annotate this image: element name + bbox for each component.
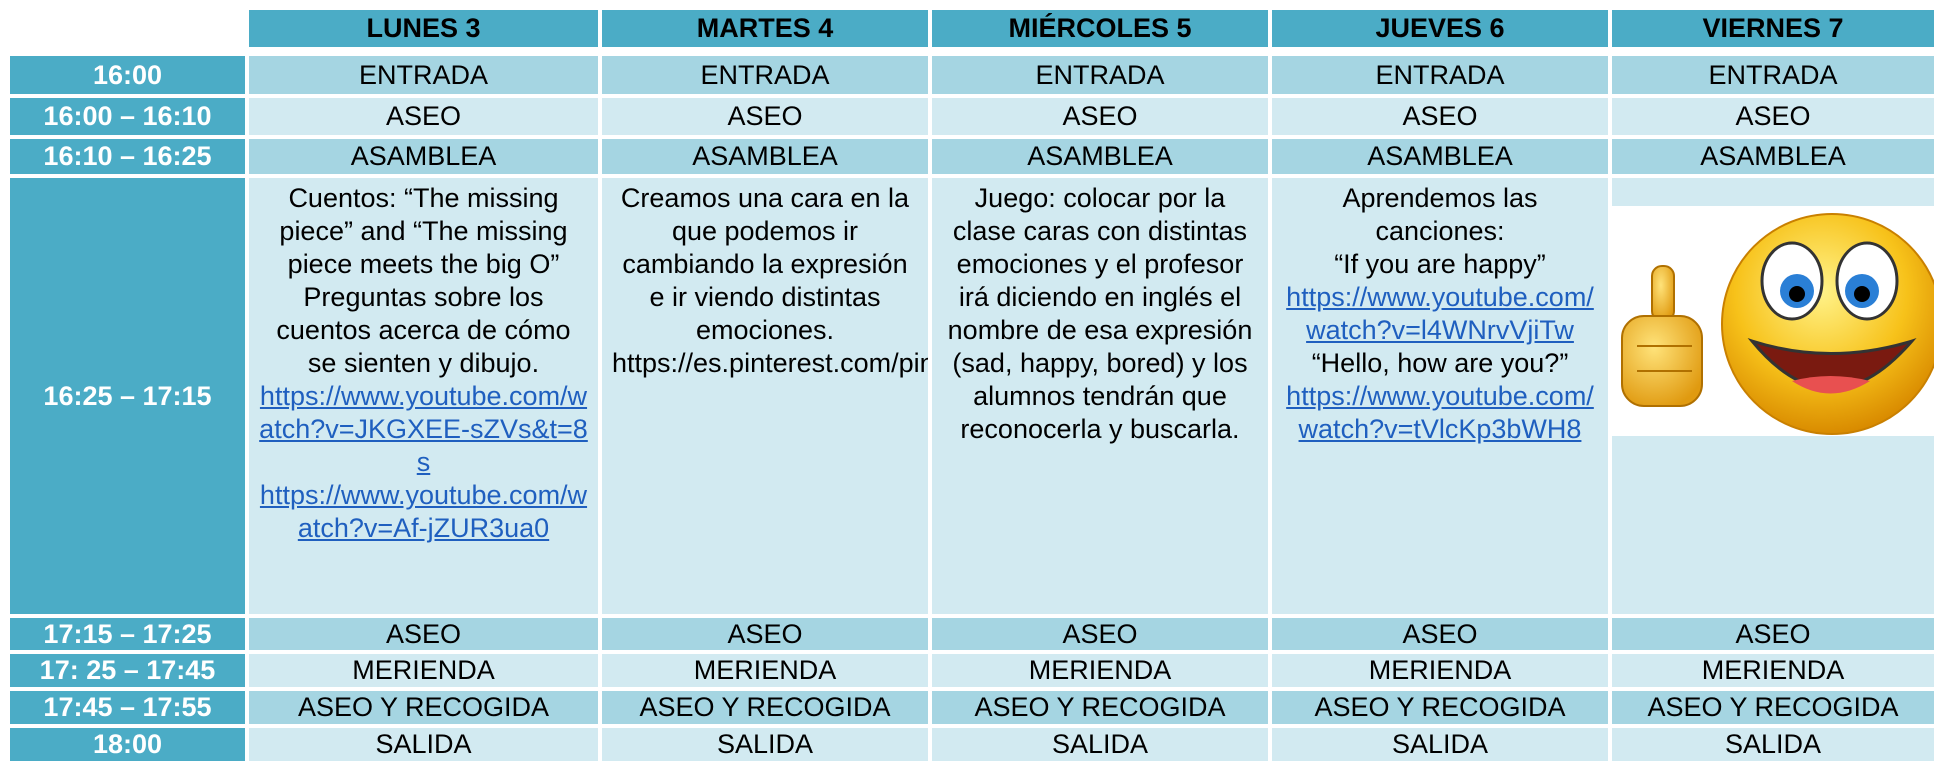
link[interactable]: https://www.youtube.com/watch?v=JKGXEE-s… xyxy=(259,381,588,477)
activity-cell: SALIDA xyxy=(1272,728,1608,761)
activity-cell: Juego: colocar por la clase caras con di… xyxy=(932,178,1268,614)
activity-cell: ASEO xyxy=(932,98,1268,135)
activity-cell: MERIENDA xyxy=(1612,654,1934,687)
activity-cell: ENTRADA xyxy=(1612,56,1934,94)
smiley-cell xyxy=(1612,178,1934,614)
text: “If you are happy” xyxy=(1334,249,1546,279)
activity-cell: ASAMBLEA xyxy=(932,139,1268,174)
activity-cell: ASEO Y RECOGIDA xyxy=(1612,691,1934,724)
activity-cell: ASEO Y RECOGIDA xyxy=(249,691,598,724)
text: “Hello, how are you?” xyxy=(1311,348,1569,378)
activity-cell: ASAMBLEA xyxy=(602,139,928,174)
text: Juego: colocar por la clase caras con di… xyxy=(947,183,1253,444)
activity-text: Juego: colocar por la clase caras con di… xyxy=(942,182,1258,446)
corner-cell xyxy=(10,10,245,47)
activity-cell: ASEO xyxy=(1272,618,1608,650)
time-cell: 16:00 – 16:10 xyxy=(10,98,245,135)
time-cell: 16:25 – 17:15 xyxy=(10,178,245,614)
activity-cell: SALIDA xyxy=(1612,728,1934,761)
activity-text: Creamos una cara en la que podemos ir ca… xyxy=(612,182,928,380)
activity-cell: ASAMBLEA xyxy=(1612,139,1934,174)
link[interactable]: https://www.youtube.com/watch?v=l4WNrvVj… xyxy=(1286,282,1594,345)
link[interactable]: https://www.youtube.com/watch?v=tVlcKp3b… xyxy=(1286,381,1594,444)
thumb xyxy=(1621,265,1703,407)
activity-cell: ASEO xyxy=(1272,98,1608,135)
activity-cell: ASEO xyxy=(932,618,1268,650)
activity-cell: ASEO xyxy=(249,98,598,135)
smiley-image xyxy=(1612,206,1934,436)
activity-cell: ENTRADA xyxy=(932,56,1268,94)
activity-cell: MERIENDA xyxy=(249,654,598,687)
activity-cell: ENTRADA xyxy=(602,56,928,94)
activity-cell: ASEO xyxy=(1612,618,1934,650)
text: Aprendemos las canciones: xyxy=(1342,183,1538,246)
time-cell: 16:10 – 16:25 xyxy=(10,139,245,174)
time-cell: 18:00 xyxy=(10,728,245,761)
link[interactable]: https://www.youtube.com/watch?v=Af-jZUR3… xyxy=(259,480,588,543)
activity-cell: ENTRADA xyxy=(249,56,598,94)
day-header: JUEVES 6 xyxy=(1272,10,1608,47)
day-header: VIERNES 7 xyxy=(1612,10,1934,47)
activity-text: Aprendemos las canciones: “If you are hap… xyxy=(1282,182,1598,446)
activity-cell: ENTRADA xyxy=(1272,56,1608,94)
activity-cell: ASEO xyxy=(249,618,598,650)
activity-cell: MERIENDA xyxy=(1272,654,1608,687)
time-cell: 16:00 xyxy=(10,56,245,94)
activity-cell: MERIENDA xyxy=(932,654,1268,687)
activity-cell: ASEO Y RECOGIDA xyxy=(602,691,928,724)
activity-cell: ASAMBLEA xyxy=(1272,139,1608,174)
day-header: MARTES 4 xyxy=(602,10,928,47)
text: Cuentos: “The missing piece” and “The mi… xyxy=(276,183,571,378)
activity-cell: ASAMBLEA xyxy=(249,139,598,174)
activity-cell: SALIDA xyxy=(249,728,598,761)
activity-cell: ASEO xyxy=(602,98,928,135)
time-cell: 17: 25 – 17:45 xyxy=(10,654,245,687)
activity-cell: ASEO xyxy=(1612,98,1934,135)
activity-cell: ASEO Y RECOGIDA xyxy=(1272,691,1608,724)
time-cell: 17:45 – 17:55 xyxy=(10,691,245,724)
day-header: MIÉRCOLES 5 xyxy=(932,10,1268,47)
activity-cell: Creamos una cara en la que podemos ir ca… xyxy=(602,178,928,614)
face xyxy=(1721,213,1934,435)
activity-cell: SALIDA xyxy=(932,728,1268,761)
activity-cell: ASEO Y RECOGIDA xyxy=(932,691,1268,724)
day-header: LUNES 3 xyxy=(249,10,598,47)
activity-cell: SALIDA xyxy=(602,728,928,761)
activity-text: Cuentos: “The missing piece” and “The mi… xyxy=(259,182,588,545)
text: Creamos una cara en la que podemos ir ca… xyxy=(612,183,928,378)
time-cell: 17:15 – 17:25 xyxy=(10,618,245,650)
activity-cell: Aprendemos las canciones: “If you are hap… xyxy=(1272,178,1608,614)
activity-cell: Cuentos: “The missing piece” and “The mi… xyxy=(249,178,598,614)
activity-cell: ASEO xyxy=(602,618,928,650)
activity-cell: MERIENDA xyxy=(602,654,928,687)
